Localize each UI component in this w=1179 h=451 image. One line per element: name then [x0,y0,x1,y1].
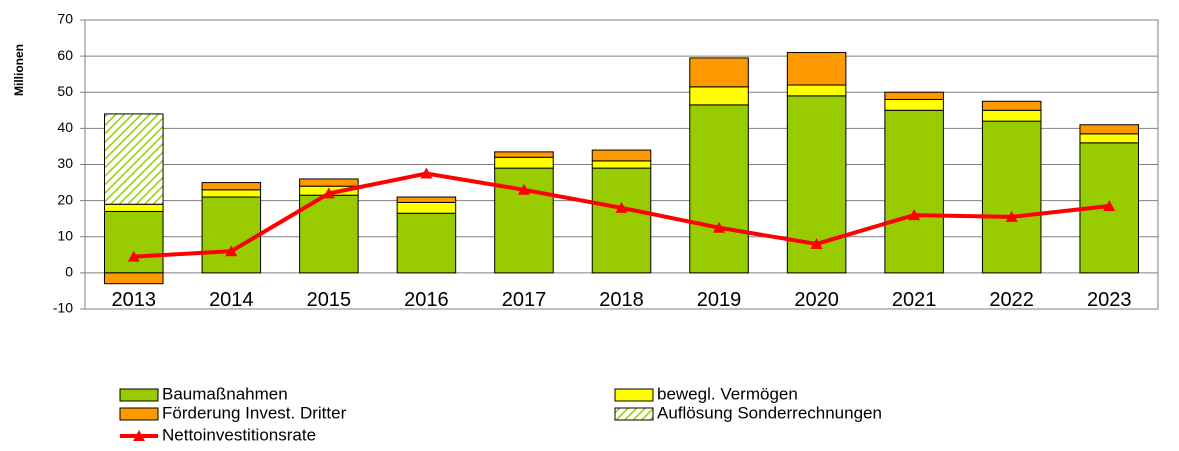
legend-swatch [614,388,654,402]
line-marker [420,167,433,179]
y-tick-label: 60 [57,47,73,63]
x-tick-label: 2017 [502,289,547,311]
legend-swatch [119,388,159,402]
y-tick-label: 20 [57,191,73,207]
line-marker [810,237,823,249]
x-tick-label: 2019 [697,289,742,311]
legend-label: Auflösung Sonderrechnungen [657,403,882,422]
x-tick-label: 2014 [209,289,254,311]
x-tick-label: 2020 [794,289,839,311]
bar-segment [104,113,164,205]
x-tick-label: 2013 [112,289,157,311]
bar-segment [689,104,749,274]
bar-segment [494,151,554,158]
y-tick-label: 40 [57,119,73,135]
bar-segment [396,212,457,274]
line-marker [615,201,628,213]
bar-segment [201,196,262,274]
y-tick-label: -10 [53,300,73,316]
line-marker [127,250,140,262]
bar-segment [786,84,847,97]
y-tick-label: 10 [57,227,73,243]
x-tick-label: 2021 [892,289,937,311]
legend-label: bewegl. Vermögen [657,384,798,403]
bar-segment [104,203,164,212]
legend-label: Baumaßnahmen [162,384,288,403]
bar-segment [104,272,164,285]
legend-swatch [119,407,159,421]
x-tick-label: 2022 [989,289,1034,311]
bar-segment [884,91,944,100]
bar-segment [201,189,262,198]
y-tick-label: 30 [57,155,73,171]
bar-segment [884,98,944,111]
legend-label: Förderung Invest. Dritter [162,403,347,422]
bar-segment [981,120,1042,274]
bar-segment [591,167,652,274]
x-tick-label: 2016 [404,289,449,311]
line-marker [1005,210,1018,222]
bar-segment [1079,124,1139,135]
line-marker [322,187,335,199]
bar-segment [201,182,262,191]
bar-segment [591,149,652,162]
bar-segment [396,196,457,203]
y-tick-label: 0 [65,264,73,280]
x-tick-label: 2015 [307,289,352,311]
bar-segment [689,57,749,88]
bar-segment [591,160,652,169]
line-marker [908,209,921,221]
bar-segment [786,52,847,86]
line-marker [1103,200,1116,212]
legend-marker [133,430,145,441]
legend-swatch [614,407,654,421]
bar-segment [981,109,1042,122]
y-tick-label: 70 [57,11,73,27]
line-marker [225,245,238,257]
bar-segment [981,100,1042,111]
bar-segment [689,86,749,106]
y-axis-label: Millionen [12,44,26,96]
bar-segment [396,201,457,214]
bar-segment [494,156,554,169]
x-tick-label: 2018 [599,289,644,311]
bar-segment [104,210,164,274]
bar-segment [1079,133,1139,144]
y-tick-label: 50 [57,83,73,99]
bar-segment [299,178,359,187]
x-tick-label: 2023 [1087,289,1132,311]
line-marker [713,221,726,233]
line-marker [517,183,530,195]
bar-segment [884,109,944,274]
legend-label: Nettoinvestitionsrate [162,425,316,444]
